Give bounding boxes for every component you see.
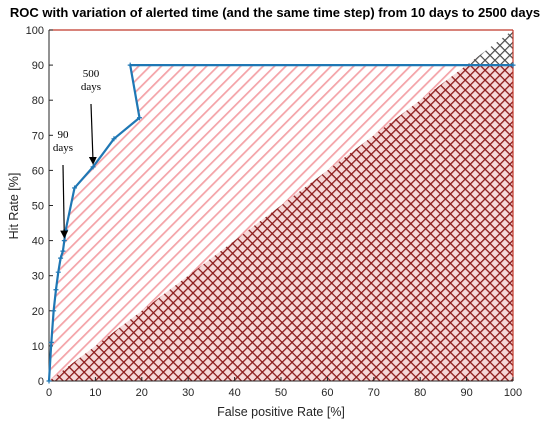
area-above-diagonal: [49, 30, 513, 381]
annotation-text: days: [53, 142, 73, 154]
series: [46, 62, 516, 384]
x-tick-label: 90: [460, 387, 472, 399]
roc-curve-point: [136, 115, 142, 121]
y-tick-label: 50: [32, 201, 44, 213]
x-axis-label: False positive Rate [%]: [217, 405, 345, 419]
roc-curve-point: [127, 62, 133, 68]
y-tick-label: 100: [26, 25, 44, 37]
x-tick-label: 0: [46, 387, 52, 399]
area-random-region: [466, 30, 513, 66]
roc-curve-point: [48, 339, 54, 345]
y-tick-label: 30: [32, 271, 44, 283]
roc-curve-point: [61, 238, 67, 244]
axes: 0 10 20 30 40 50 60 70 80 90 100 0 10 20 30 40 50 60 70 80 9…: [26, 25, 523, 399]
annotation-text: 90: [58, 129, 70, 141]
x-tick-label: 70: [368, 387, 380, 399]
roc-curve-point: [55, 269, 61, 275]
area-below-diagonal: [49, 65, 513, 381]
x-tick-label: 50: [275, 387, 287, 399]
roc-curve-point: [53, 287, 59, 293]
x-tick-label: 80: [414, 387, 426, 399]
y-tick-label: 70: [32, 130, 44, 142]
roc-curve-point: [51, 308, 57, 314]
roc-curve-point: [60, 248, 66, 254]
x-tick-label: 20: [136, 387, 148, 399]
roc-curve-point: [46, 378, 52, 384]
y-tick-label: 0: [38, 376, 44, 388]
annotation-arrow: [60, 164, 69, 239]
x-tick-label: 10: [89, 387, 101, 399]
annotation-arrow: [88, 103, 97, 165]
annotation-text: days: [81, 81, 101, 93]
y-tick-label: 90: [32, 60, 44, 72]
chart-title: ROC with variation of alerted time (and …: [10, 5, 540, 20]
x-tick-label: 60: [321, 387, 333, 399]
x-tick-label: 100: [504, 387, 522, 399]
roc-curve-point: [111, 136, 117, 142]
annotation-text: 500: [83, 68, 100, 80]
y-axis-label: Hit Rate [%]: [7, 173, 21, 240]
y-tick-label: 10: [32, 341, 44, 353]
y-tick-label: 20: [32, 306, 44, 318]
roc-curve-point: [90, 164, 96, 170]
y-tick-label: 40: [32, 236, 44, 248]
roc-curve-point: [510, 62, 516, 68]
roc-curve-point: [58, 255, 64, 261]
y-tick-label: 60: [32, 165, 44, 177]
y-tick-label: 80: [32, 95, 44, 107]
roc-curve-point: [72, 185, 78, 191]
x-tick-label: 30: [182, 387, 194, 399]
x-tick-label: 40: [228, 387, 240, 399]
plot-areas: [49, 30, 513, 381]
